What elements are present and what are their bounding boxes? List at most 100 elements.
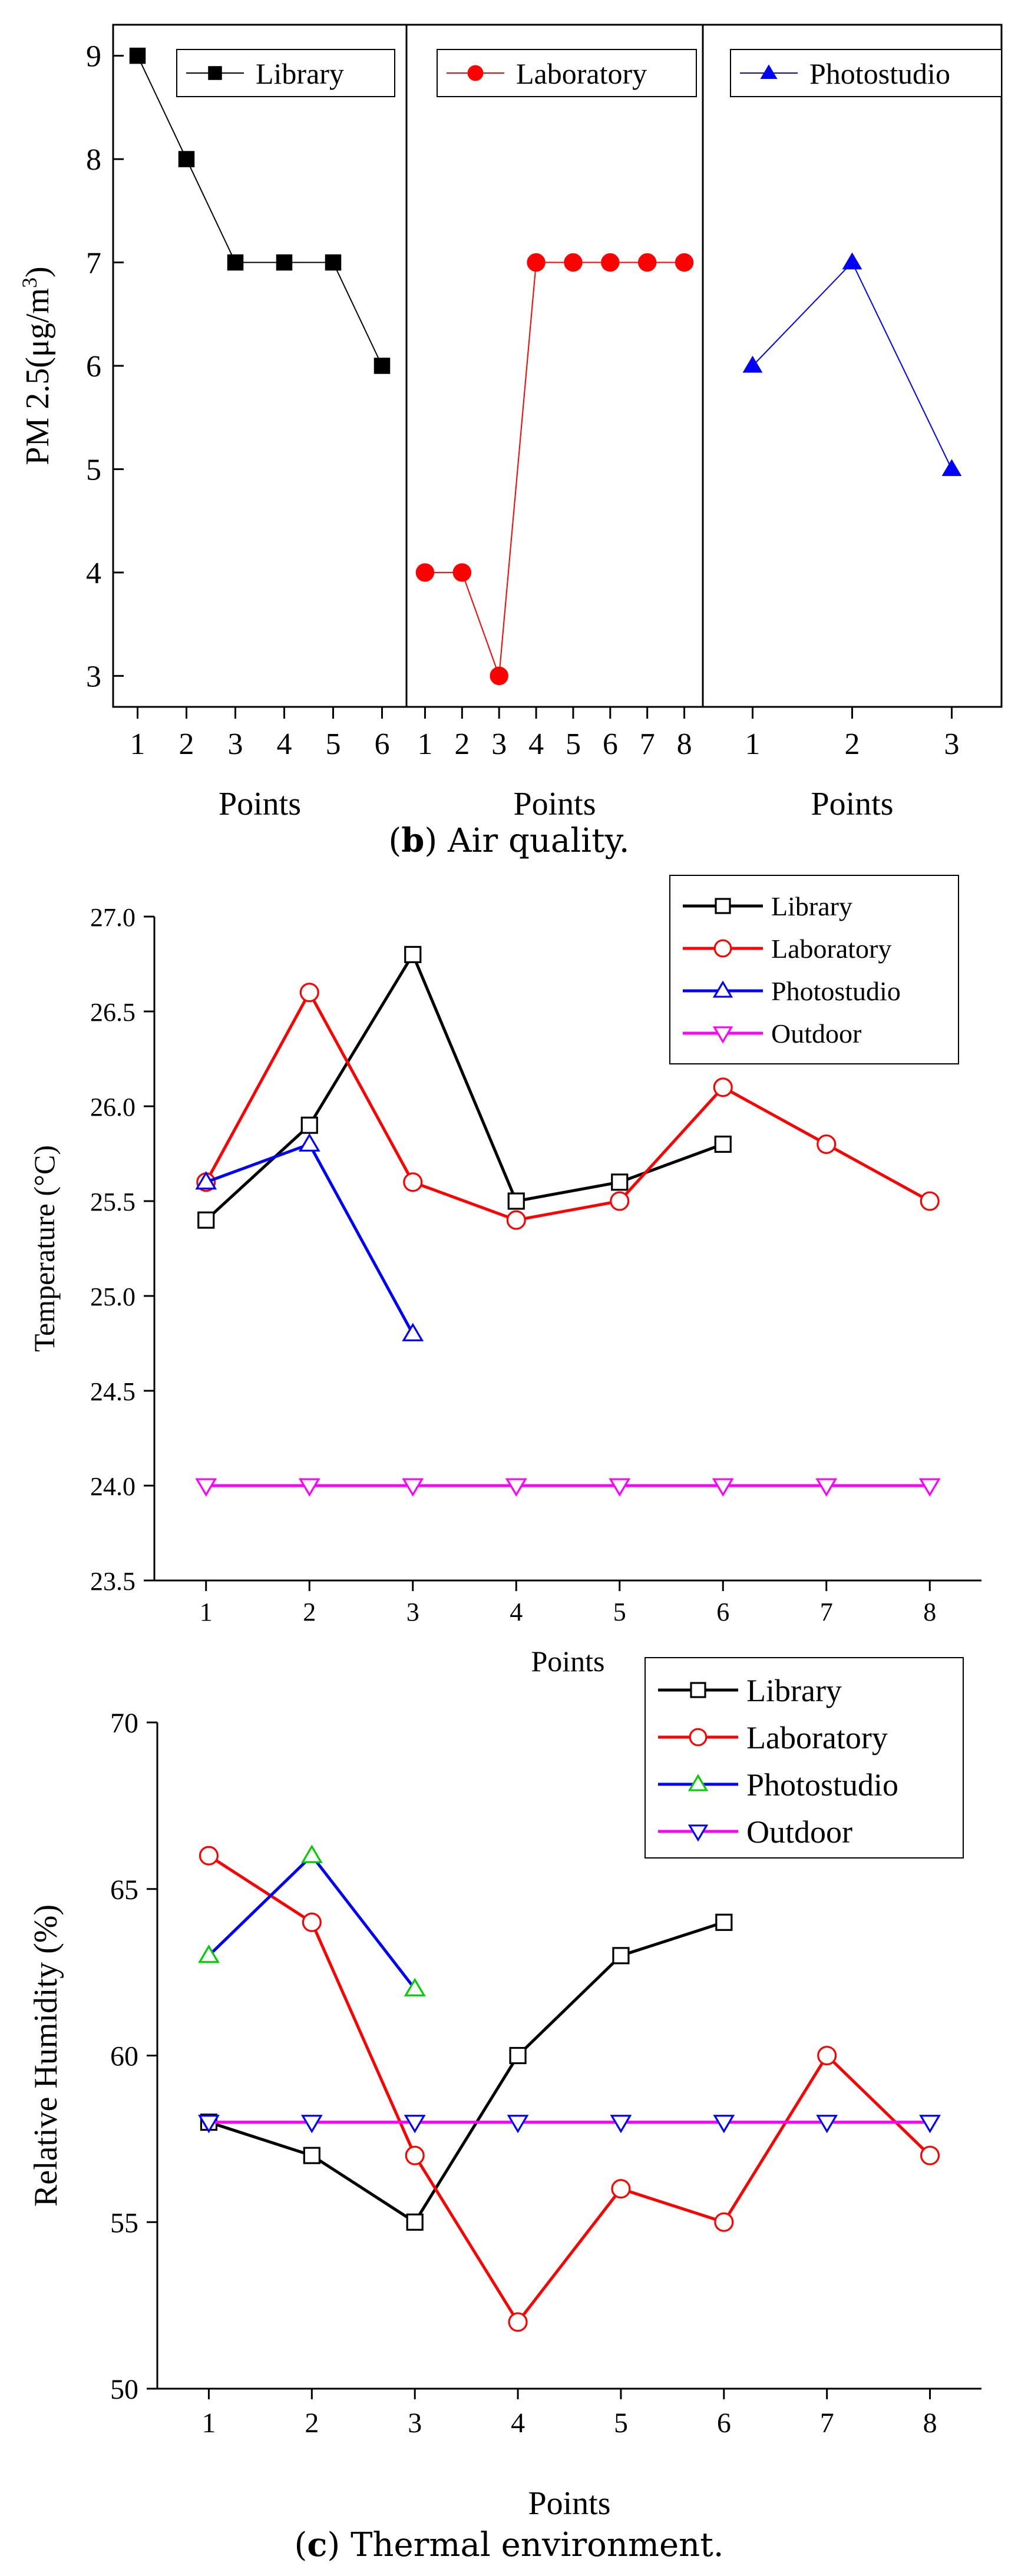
chartB-series-library-line — [205, 951, 724, 1222]
panel-laboratory-x-tick-label-2: 3 — [491, 728, 507, 761]
chartC-series-laboratory-point-5 — [714, 2212, 734, 2232]
panel-photostudio-x-tick-label-1: 2 — [845, 728, 860, 761]
chartB-series-laboratory-point-2 — [403, 1172, 423, 1192]
caption-thermal-title: Thermal environment. — [340, 2526, 723, 2564]
y-tick-label-3: 6 — [86, 350, 101, 383]
chartB-x-tick-label-3: 4 — [510, 1598, 523, 1626]
panel-laboratory-frame — [405, 24, 704, 708]
y-tick-label-1: 4 — [86, 557, 101, 590]
panel-laboratory-point-6 — [637, 253, 657, 272]
chartC-x-tick-label-2: 3 — [408, 2408, 422, 2439]
panel-photostudio-line — [752, 261, 953, 469]
panel-library-x-tick-label-3: 4 — [277, 728, 292, 761]
chartB-series-outdoor-point-5 — [712, 1478, 734, 1497]
chartC-legend-outdoor-marker — [688, 1824, 709, 1842]
chartC-series-outdoor-point-0 — [198, 2115, 220, 2134]
chartC-legend-library-label: Library — [746, 1673, 842, 1708]
chartC-series-laboratory-point-0 — [199, 1846, 219, 1866]
panel-library-x-tick-label-0: 1 — [130, 728, 146, 761]
chartB-series-laboratory-point-1 — [299, 983, 319, 1003]
panel-laboratory-point-0 — [415, 563, 435, 582]
caption-air-quality: (b) Air quality. — [388, 821, 629, 860]
chartC-series-outdoor-point-2 — [404, 2115, 426, 2134]
y-axis-label: PM 2.5(μg/m3) — [18, 266, 56, 465]
panel-photostudio-point-1 — [842, 252, 862, 270]
chartB-x-tick-label-6: 7 — [820, 1598, 833, 1626]
panel-laboratory-legend-marker — [467, 65, 484, 81]
chartC-y-tick-label-0: 50 — [110, 2374, 138, 2405]
chartC-series-laboratory-point-4 — [611, 2179, 631, 2199]
chartB-series-photostudio-line — [205, 1142, 414, 1335]
chartB-y-axis-label: Temperature (°C) — [28, 1145, 61, 1352]
chartC-series-outdoor-point-5 — [713, 2115, 735, 2134]
panel-laboratory-x-tick-label-3: 4 — [528, 728, 544, 761]
chartB-y-tick-label-7: 27.0 — [90, 903, 135, 932]
chartB-legend-laboratory-label: Laboratory — [771, 934, 891, 964]
chartC-series-photostudio-point-1 — [300, 1844, 323, 1863]
panel-photostudio-x-tick-label-2: 3 — [944, 728, 960, 761]
chartB-x-tick-label-4: 5 — [613, 1598, 626, 1626]
chartC-series-laboratory-line — [208, 1854, 931, 2325]
panel-photostudio-point-0 — [742, 355, 763, 373]
chartC-series-library-point-2 — [406, 2213, 424, 2231]
panel-laboratory-point-3 — [527, 253, 546, 272]
chartB-series-laboratory-point-3 — [506, 1210, 526, 1230]
chart-temperature: 23.5 24.0 24.5 25.0 25.5 26.0 26.5 27.0 1 2 3 4 5 6 7 8… — [28, 875, 981, 1678]
panel-library-legend-label: Library — [256, 57, 344, 90]
chartB-series-library-point-5 — [714, 1135, 732, 1153]
chartB-x-tick-label-7: 8 — [923, 1598, 936, 1626]
chartB-series-library-point-1 — [300, 1116, 318, 1134]
chartB-legend-photostudio-label: Photostudio — [771, 976, 901, 1006]
chartC-series-library-line — [208, 1920, 725, 2224]
chartB-y-tick-label-5: 26.0 — [90, 1093, 135, 1122]
chart-relative-humidity: 50 55 60 65 70 1 2 3 4 5 6 7 8 Points Relative Humidit… — [28, 1657, 981, 2522]
panel-photostudio-legend-label: Photostudio — [809, 57, 950, 90]
panel-laboratory-point-5 — [601, 253, 620, 272]
chartB-series-outdoor-point-7 — [918, 1478, 941, 1497]
chartC-x-tick-label-1: 2 — [305, 2408, 319, 2439]
chartC-series-laboratory-point-7 — [920, 2145, 940, 2165]
chartB-legend-library-marker — [715, 898, 731, 914]
chartC-x-tick-label-6: 7 — [820, 2408, 834, 2439]
chartC-series-outdoor-point-1 — [300, 2115, 323, 2134]
panel-library-point-2 — [227, 254, 244, 271]
chartC-y-tick-label-1: 55 — [110, 2207, 138, 2238]
chartC-x-tick-label-5: 6 — [717, 2408, 731, 2439]
panel-library-line — [137, 55, 383, 366]
panel-laboratory-point-2 — [490, 666, 508, 686]
chartB-legend-outdoor-marker — [712, 1026, 733, 1044]
panel-library-x-tick-label-4: 5 — [326, 728, 341, 761]
chartB-series-library-point-0 — [197, 1211, 215, 1229]
caption-air-quality-text: (b) Air quality. — [388, 821, 629, 860]
panel-library-legend-marker — [208, 66, 222, 80]
y-tick-label-0: 3 — [86, 660, 101, 693]
panel-library-x-tick-label-5: 6 — [375, 728, 390, 761]
chartC-x-axis-label: Points — [528, 2485, 610, 2522]
chartB-series-outdoor-point-1 — [298, 1478, 320, 1497]
panel-library-point-1 — [178, 151, 195, 167]
chartB-series-photostudio-point-2 — [402, 1322, 424, 1341]
chartB-y-tick-label-4: 25.5 — [90, 1188, 135, 1216]
chartB-legend-outdoor-label: Outdoor — [771, 1019, 861, 1049]
chartC-legend-laboratory-label: Laboratory — [746, 1720, 888, 1755]
chartB-legend-laboratory-marker — [713, 939, 732, 958]
caption-air-quality-title: Air quality. — [437, 822, 629, 860]
chartB-legend-library-label: Library — [771, 891, 852, 921]
chartB-x-tick-label-5: 6 — [716, 1598, 729, 1626]
chartB-y-tick-label-3: 25.0 — [90, 1282, 135, 1311]
chartC-y-tick-label-2: 60 — [110, 2041, 138, 2072]
chartB-series-laboratory-point-7 — [920, 1191, 940, 1211]
chartC-series-photostudio-point-2 — [404, 1978, 426, 1996]
y-axis-label-main: PM 2.5(μg/m — [19, 288, 56, 465]
chartB-series-laboratory-point-5 — [713, 1077, 733, 1097]
panel-library-point-4 — [325, 254, 342, 271]
chartC-series-outdoor-point-3 — [507, 2115, 529, 2134]
caption-thermal-label: c — [307, 2525, 327, 2564]
chartC-series-laboratory-point-6 — [817, 2045, 837, 2066]
panel-library-point-5 — [374, 358, 391, 374]
chartC-series-library-point-5 — [715, 1913, 733, 1931]
chartB-x-tick-label-0: 1 — [200, 1598, 213, 1626]
chartC-x-tick-label-7: 8 — [923, 2408, 937, 2439]
panel-laboratory-point-4 — [564, 253, 583, 272]
